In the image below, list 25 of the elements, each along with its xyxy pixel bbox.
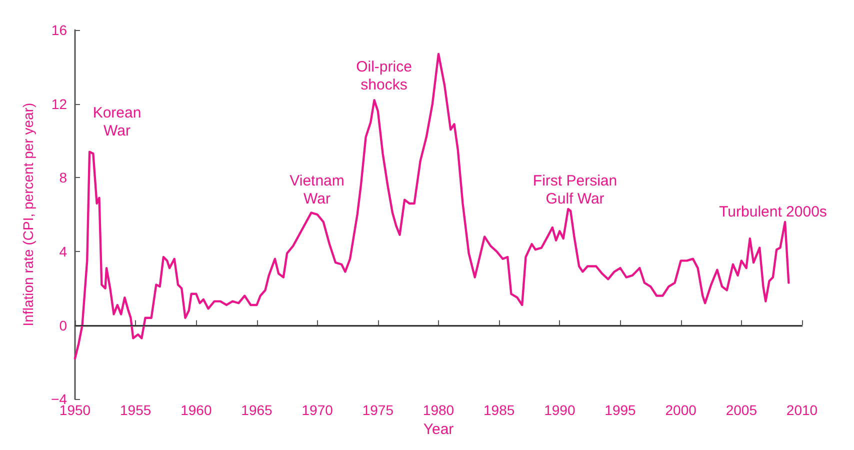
y-tick-label: 8 — [59, 170, 68, 186]
x-tick-label: 1990 — [544, 402, 576, 418]
y-tick-label: 0 — [59, 317, 68, 334]
x-tick-label: 1980 — [422, 402, 454, 418]
y-tick-label: 4 — [59, 243, 68, 260]
x-tick-label: 1975 — [362, 402, 394, 418]
x-tick-label: 1985 — [484, 402, 515, 418]
x-tick-label: 2010 — [786, 402, 818, 418]
annotation: Oil-price shocks — [356, 58, 412, 94]
y-tick-label: 12 — [51, 96, 68, 112]
x-tick-label: 2005 — [726, 402, 758, 418]
x-tick-label: 1970 — [302, 402, 334, 418]
x-tick-label: 1960 — [180, 402, 212, 418]
x-tick-label: 1950 — [59, 402, 91, 418]
annotation: Korean War — [92, 104, 142, 140]
y-axis-title: Inflation rate (CPI, percent per year) — [20, 102, 36, 326]
annotation: Vietnam War — [290, 172, 344, 208]
x-tick-label: 2000 — [665, 402, 697, 418]
annotation: Turbulent 2000s — [719, 204, 827, 220]
y-tick-label: 16 — [51, 22, 68, 38]
x-tick-label: 1995 — [604, 402, 636, 418]
annotation: First Persian Gulf War — [532, 172, 618, 208]
x-tick-label: 1965 — [241, 402, 273, 418]
x-axis-title: Year — [423, 421, 454, 438]
x-tick-label: 1955 — [120, 402, 152, 418]
